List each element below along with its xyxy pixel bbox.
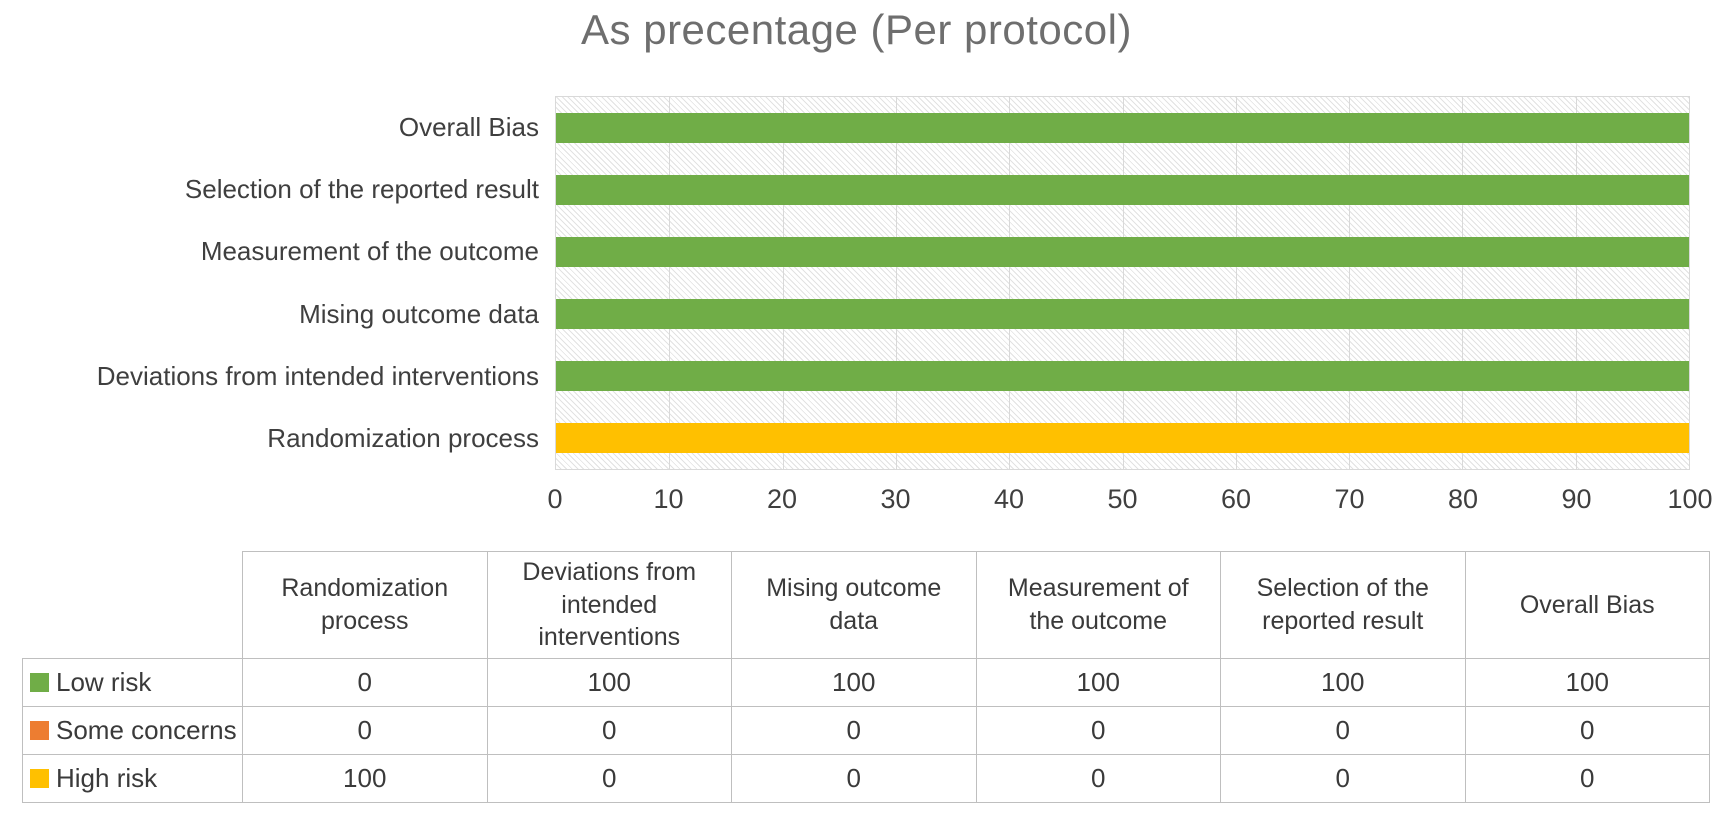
table-value-low-risk-deviations-from-intended-interventions: 100 <box>486 657 732 707</box>
category-label-selection-of-the-reported-result: Selection of the reported result <box>184 173 539 204</box>
legend-label-high-risk: High risk <box>56 762 158 793</box>
table-head: Randomization process Deviations from int… <box>23 551 1710 659</box>
table-body: Low risk 0 100 100 100 100 100 Some concerns 0 0 0… <box>22 657 1710 803</box>
bar-segment-high-risk <box>556 423 1689 453</box>
table-corner-blank <box>23 552 243 659</box>
x-tick-label-30: 30 <box>880 484 911 514</box>
legend-entry-high-risk: High risk <box>30 763 242 794</box>
x-tick-label-80: 80 <box>1447 484 1479 514</box>
x-tick-label-70: 70 <box>1334 484 1365 514</box>
table-header-deviations-from-intended-interventions: Deviations from intended interventions <box>486 551 732 659</box>
x-tick-label-50: 50 <box>1107 484 1138 514</box>
bar-row-randomization-process <box>556 407 1689 469</box>
gridlines <box>556 97 1689 469</box>
table-row-low-risk: Low risk 0 100 100 100 100 100 <box>22 657 1710 707</box>
bar-row-mising-outcome-data <box>556 283 1689 345</box>
table-row-some-concerns: Some concerns 0 0 0 0 0 0 <box>22 705 1710 755</box>
x-tick-label-10: 10 <box>653 484 684 514</box>
legend-label-low-risk: Low risk <box>56 666 152 697</box>
gridline-20 <box>782 97 784 469</box>
gridline-80 <box>1462 97 1464 469</box>
legend-swatch-low-risk <box>30 672 49 692</box>
table-row-high-risk: High risk 100 0 0 0 0 0 <box>22 753 1710 803</box>
bar-segment-low-risk <box>556 361 1689 391</box>
category-label-deviations-from-intended-interventions: Deviations from intended interventions <box>96 360 539 391</box>
y-axis-labels: Overall Bias Selection of the reported re… <box>0 96 555 470</box>
table-value-some-concerns-deviations-from-intended-interventions: 0 <box>486 705 732 755</box>
table-value-high-risk-mising-outcome-data: 0 <box>731 753 977 803</box>
gridline-70 <box>1349 97 1351 469</box>
gridline-50 <box>1122 97 1124 469</box>
bar-segment-low-risk <box>556 237 1689 267</box>
bar-segment-low-risk <box>556 299 1689 329</box>
legend-swatch-some-concerns <box>30 720 49 740</box>
x-axis: 0 10 20 30 40 50 60 70 80 90 100 <box>547 470 1712 520</box>
x-tick-label-20: 20 <box>766 484 798 514</box>
table-value-low-risk-selection-of-the-reported-result: 100 <box>1220 657 1466 707</box>
legend-swatch-high-risk <box>30 768 49 788</box>
bar-row-overall-bias <box>556 97 1689 159</box>
legend-entry-some-concerns: Some concerns <box>30 715 242 746</box>
table-value-low-risk-mising-outcome-data: 100 <box>731 657 977 707</box>
table-value-some-concerns-mising-outcome-data: 0 <box>731 705 977 755</box>
plot-area <box>555 96 1690 470</box>
chart-title: As precentage (Per protocol) <box>581 6 1132 53</box>
category-label-measurement-of-the-outcome: Measurement of the outcome <box>200 236 539 267</box>
table-value-low-risk-overall-bias: 100 <box>1464 657 1710 707</box>
x-tick-label-100: 100 <box>1667 484 1713 514</box>
table-value-high-risk-deviations-from-intended-interventions: 0 <box>486 753 732 803</box>
legend-entry-low-risk: Low risk <box>30 667 242 698</box>
bar-segment-low-risk <box>556 113 1689 143</box>
table-value-high-risk-randomization-process: 100 <box>242 753 488 803</box>
table-value-high-risk-overall-bias: 0 <box>1464 753 1710 803</box>
x-tick-label-90: 90 <box>1561 484 1592 514</box>
x-tick-label-40: 40 <box>993 484 1025 514</box>
table-header-measurement-of-the-outcome: Measurement of the outcome <box>975 551 1221 659</box>
bar-row-deviations-from-intended-interventions <box>556 345 1689 407</box>
table-value-high-risk-selection-of-the-reported-result: 0 <box>1220 753 1466 803</box>
x-tick-label-0: 0 <box>547 484 563 514</box>
table-header-selection-of-the-reported-result: Selection of the reported result <box>1220 551 1466 659</box>
table-value-low-risk-measurement-of-the-outcome: 100 <box>975 657 1221 707</box>
plot-rows <box>556 97 1689 469</box>
table-header-row: Randomization process Deviations from int… <box>23 551 1710 659</box>
table-value-high-risk-measurement-of-the-outcome: 0 <box>975 753 1221 803</box>
table-value-some-concerns-randomization-process: 0 <box>242 705 488 755</box>
gridline-10 <box>669 97 671 469</box>
category-label-randomization-process: Randomization process <box>267 423 539 454</box>
gridline-40 <box>1009 97 1011 469</box>
table-value-some-concerns-measurement-of-the-outcome: 0 <box>975 705 1221 755</box>
gridline-90 <box>1575 97 1577 469</box>
bar-segment-low-risk <box>556 175 1689 205</box>
legend-cell-low-risk: Low risk <box>22 657 243 707</box>
table-header-overall-bias: Overall Bias <box>1464 551 1710 659</box>
legend-cell-high-risk: High risk <box>22 753 243 803</box>
gridline-30 <box>895 97 897 469</box>
data-table: Randomization process Deviations from int… <box>22 551 1710 803</box>
legend-cell-some-concerns: Some concerns <box>22 705 243 755</box>
plot-wrap: Overall Bias Selection of the reported re… <box>0 96 1713 470</box>
bar-row-measurement-of-the-outcome <box>556 221 1689 283</box>
table-value-low-risk-randomization-process: 0 <box>242 657 488 707</box>
table-value-some-concerns-selection-of-the-reported-result: 0 <box>1220 705 1466 755</box>
category-label-overall-bias: Overall Bias <box>398 111 539 142</box>
table-header-mising-outcome-data: Mising outcome data <box>731 551 977 659</box>
legend-label-some-concerns: Some concerns <box>56 714 237 745</box>
table-header-randomization-process: Randomization process <box>242 551 488 659</box>
x-tick-label-60: 60 <box>1220 484 1252 514</box>
category-label-mising-outcome-data: Mising outcome data <box>299 298 539 329</box>
gridline-60 <box>1235 97 1237 469</box>
bar-row-selection-of-the-reported-result <box>556 159 1689 221</box>
table-value-some-concerns-overall-bias: 0 <box>1464 705 1710 755</box>
